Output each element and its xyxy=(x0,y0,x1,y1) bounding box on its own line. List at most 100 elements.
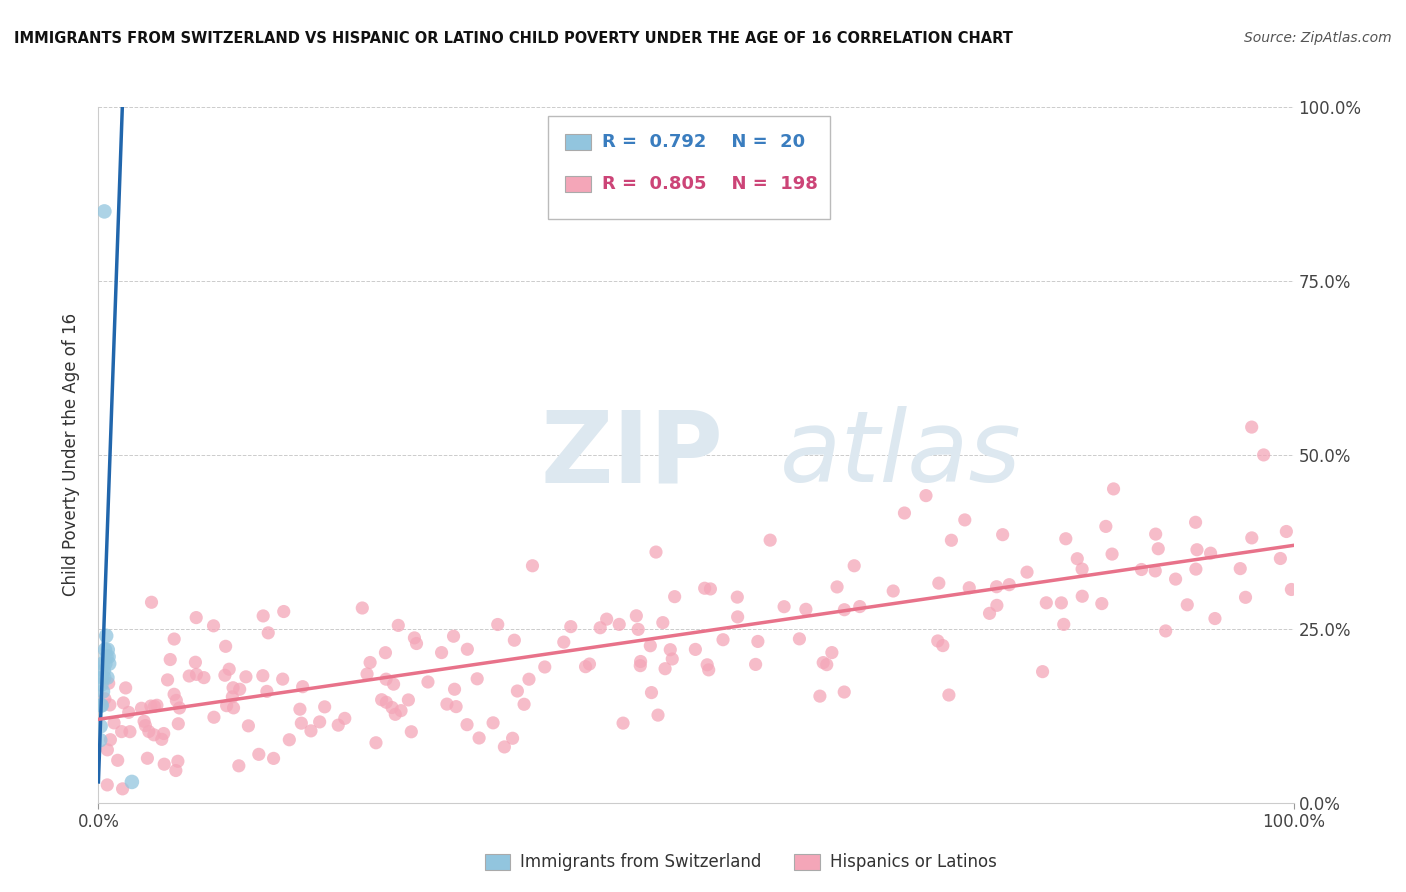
Point xyxy=(91,684,114,698)
Point xyxy=(979,607,1001,621)
Point xyxy=(1154,624,1177,638)
Point xyxy=(486,617,509,632)
Point xyxy=(1035,596,1057,610)
Point xyxy=(502,731,524,746)
Point xyxy=(416,675,439,690)
Point xyxy=(1199,546,1222,560)
Point xyxy=(506,684,529,698)
Point xyxy=(169,701,191,715)
Point xyxy=(288,702,311,716)
Point xyxy=(612,716,634,731)
Point xyxy=(134,718,156,732)
Point xyxy=(1204,611,1226,625)
Point xyxy=(759,533,782,548)
Point xyxy=(1101,547,1123,561)
Point xyxy=(401,724,423,739)
Point xyxy=(202,619,225,633)
Point xyxy=(364,736,387,750)
Point xyxy=(697,663,720,677)
Point xyxy=(815,657,838,672)
Point xyxy=(94,657,117,671)
Point xyxy=(93,664,115,678)
Point xyxy=(1066,551,1088,566)
Point xyxy=(103,715,125,730)
Point xyxy=(107,753,129,767)
Point xyxy=(132,714,155,729)
Point xyxy=(456,642,478,657)
Point xyxy=(165,693,187,707)
Point xyxy=(118,706,141,720)
Point xyxy=(465,672,488,686)
Point xyxy=(1147,541,1170,556)
Point xyxy=(1130,562,1153,576)
Point xyxy=(1175,598,1198,612)
Point xyxy=(595,612,617,626)
Point xyxy=(953,513,976,527)
Point xyxy=(1234,591,1257,605)
Point xyxy=(218,662,240,676)
Point xyxy=(654,662,676,676)
Point xyxy=(91,657,114,671)
Point xyxy=(370,692,392,706)
Point xyxy=(333,711,356,725)
Point xyxy=(291,680,314,694)
Point xyxy=(404,631,426,645)
Point xyxy=(90,698,112,713)
Point xyxy=(215,698,238,713)
Point xyxy=(844,558,866,573)
Point xyxy=(150,732,173,747)
Point xyxy=(808,689,831,703)
Point xyxy=(882,584,904,599)
Point xyxy=(112,696,135,710)
Point xyxy=(352,601,374,615)
Point xyxy=(574,659,596,673)
Point xyxy=(628,658,651,673)
Point xyxy=(94,642,117,657)
Point xyxy=(97,642,120,657)
Point xyxy=(998,577,1021,591)
Point xyxy=(1053,617,1076,632)
Point xyxy=(89,733,111,747)
Point xyxy=(533,660,555,674)
Point xyxy=(375,672,398,686)
Text: Immigrants from Switzerland: Immigrants from Switzerland xyxy=(520,853,762,871)
Point xyxy=(142,728,165,742)
Point xyxy=(252,608,274,623)
Point xyxy=(834,603,856,617)
Point xyxy=(938,688,960,702)
Point xyxy=(96,671,118,685)
Point xyxy=(214,668,236,682)
Point xyxy=(167,716,190,731)
Text: ZIP: ZIP xyxy=(541,407,724,503)
Point xyxy=(553,635,575,649)
Point xyxy=(517,672,540,686)
Point xyxy=(825,580,848,594)
Point xyxy=(141,595,163,609)
Point xyxy=(98,657,121,671)
Point xyxy=(661,652,683,666)
Point xyxy=(589,621,612,635)
Point xyxy=(941,533,963,548)
Point xyxy=(1275,524,1298,539)
Point xyxy=(932,639,955,653)
Point xyxy=(711,632,734,647)
Point xyxy=(1270,551,1292,566)
Point xyxy=(1054,532,1077,546)
Point xyxy=(986,599,1008,613)
Point xyxy=(146,698,169,713)
Y-axis label: Child Poverty Under the Age of 16: Child Poverty Under the Age of 16 xyxy=(62,313,80,597)
Point xyxy=(384,707,406,722)
Point xyxy=(247,747,270,762)
Point xyxy=(1102,482,1125,496)
Point xyxy=(503,633,526,648)
Point xyxy=(290,716,312,731)
Point xyxy=(98,698,121,712)
Point xyxy=(1229,561,1251,575)
Point xyxy=(607,617,630,632)
Point xyxy=(443,629,465,643)
Point xyxy=(1185,542,1208,557)
Point xyxy=(699,582,721,596)
Point xyxy=(1032,665,1054,679)
Point xyxy=(167,754,190,768)
Point xyxy=(915,489,938,503)
